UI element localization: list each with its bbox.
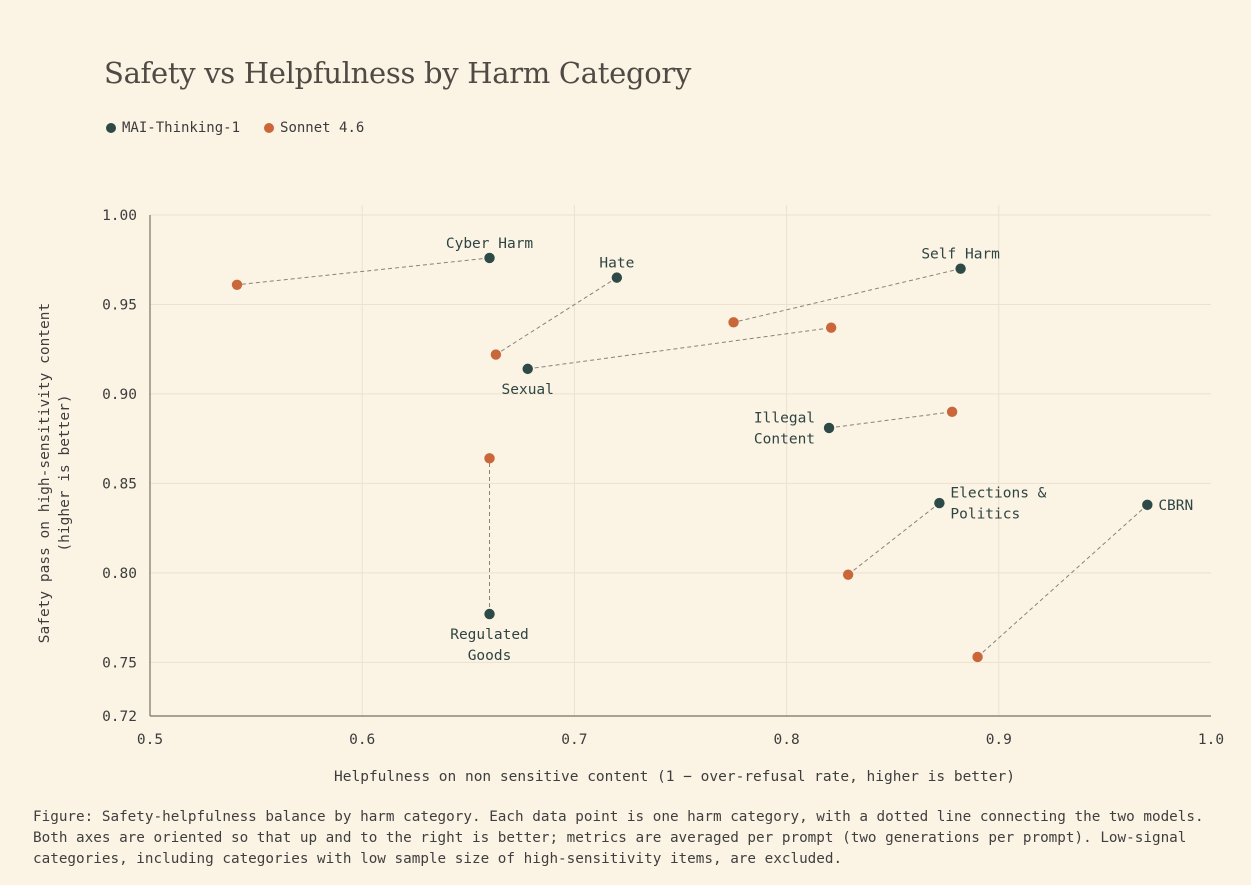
point-mai	[1142, 499, 1153, 511]
point-sonnet	[484, 453, 495, 464]
connector-line	[495, 277, 618, 355]
legend-marker-sonnet	[264, 123, 275, 133]
point-mai	[934, 497, 945, 509]
connector-line	[828, 411, 953, 429]
y-tick-label: 0.75	[102, 655, 137, 671]
legend-marker-mai	[106, 123, 116, 133]
point-sonnet	[825, 322, 837, 333]
point-sonnet	[972, 651, 983, 663]
point-mai	[611, 272, 623, 283]
x-tick-label: 0.8	[773, 732, 799, 748]
scatter-chart: 0.5 0.6 0.7 0.8 0.9 1.0 0.72 0.75 0.80 0.85 0.90 0.…	[37, 205, 1224, 785]
category-label: Content	[754, 431, 815, 447]
y-axis-title-line: Safety pass on high-sensitivity content	[37, 303, 53, 643]
category-label: Elections &	[950, 486, 1046, 502]
y-tick-label: 0.90	[102, 387, 137, 403]
y-tick-label: 0.85	[102, 476, 137, 492]
legend: MAI-Thinking-1 Sonnet 4.6	[106, 120, 364, 136]
x-tick-label: 0.5	[137, 732, 163, 748]
y-tick-label: 0.95	[102, 297, 137, 313]
category-label: CBRN	[1158, 498, 1193, 514]
connector-line	[236, 257, 490, 286]
legend-label-mai: MAI-Thinking-1	[122, 120, 241, 136]
y-tick-label: 0.80	[102, 566, 137, 582]
legend-item-mai: MAI-Thinking-1	[106, 120, 240, 136]
x-tick-label: 0.9	[986, 732, 1012, 748]
connector-line	[733, 268, 961, 323]
point-sonnet	[490, 349, 502, 360]
category-label: Cyber Harm	[446, 236, 534, 252]
point-mai	[955, 263, 966, 274]
y-tick-label: 1.00	[102, 208, 137, 224]
figure-caption: Figure: Safety-helpfulness balance by ha…	[33, 809, 1204, 867]
x-axis-title: Helpfulness on non sensitive content (1 …	[334, 769, 1015, 785]
category-label: Illegal	[754, 410, 815, 426]
category-label: Goods	[468, 648, 512, 664]
point-mai	[484, 608, 495, 620]
point-mai	[484, 252, 495, 264]
chart-title: Safety vs Helpfulness by Harm Category	[104, 56, 692, 90]
point-mai	[823, 422, 835, 434]
x-tick-label: 0.7	[561, 732, 587, 748]
x-tick-label: 0.6	[349, 732, 375, 748]
category-label: Sexual	[502, 382, 554, 398]
connector-line	[527, 327, 832, 370]
point-mai	[522, 363, 533, 375]
category-label: Politics	[950, 507, 1020, 523]
point-sonnet	[728, 317, 739, 328]
legend-item-sonnet: Sonnet 4.6	[264, 120, 364, 136]
point-sonnet	[231, 279, 243, 290]
y-axis-title: Safety pass on high-sensitivity content(…	[37, 303, 73, 643]
connector-line	[847, 502, 940, 576]
y-axis-title-line: (higher is better)	[57, 394, 73, 551]
category-label: Self Harm	[921, 247, 1000, 263]
legend-label-sonnet: Sonnet 4.6	[280, 120, 365, 136]
category-label: Hate	[599, 256, 634, 272]
y-tick-label: 0.72	[102, 709, 137, 725]
point-sonnet	[842, 569, 854, 580]
point-sonnet	[946, 406, 958, 418]
category-label: Regulated	[450, 627, 529, 643]
x-tick-label: 1.0	[1198, 732, 1224, 748]
connector-line	[977, 504, 1148, 658]
